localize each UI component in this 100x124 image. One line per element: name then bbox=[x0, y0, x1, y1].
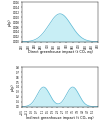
Y-axis label: μ(y): μ(y) bbox=[11, 83, 15, 91]
X-axis label: Direct greenhouse impact (t CO₂ eq): Direct greenhouse impact (t CO₂ eq) bbox=[28, 50, 92, 54]
X-axis label: Indirect greenhouse impact (t CO₂ eq): Indirect greenhouse impact (t CO₂ eq) bbox=[26, 116, 94, 120]
Y-axis label: μ(y): μ(y) bbox=[8, 18, 12, 26]
